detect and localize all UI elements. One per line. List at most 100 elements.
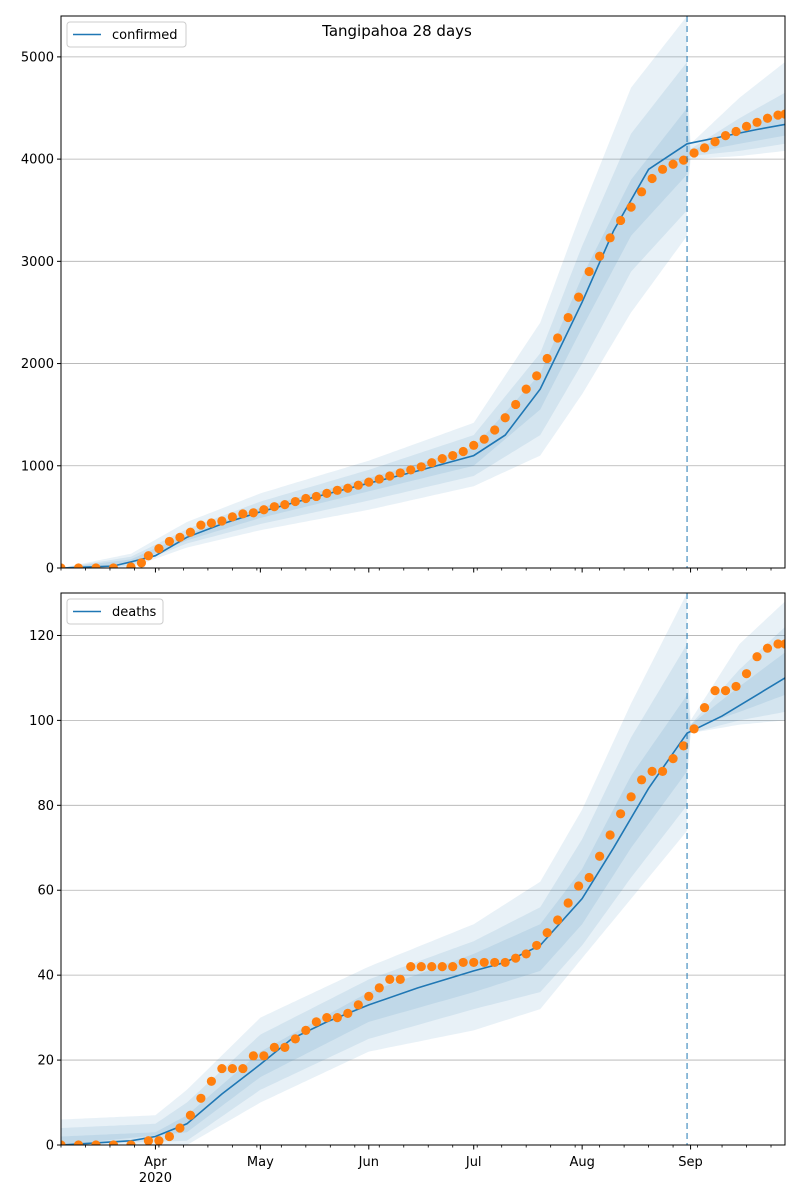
band-middle (61, 62, 688, 568)
observed-point (269, 1042, 279, 1052)
observed-point (780, 109, 785, 119)
y-tick-label: 0 (46, 1139, 54, 1154)
observed-point (154, 1136, 164, 1145)
y-tick-label: 120 (29, 629, 54, 644)
y-tick-label: 4000 (21, 153, 54, 168)
x-tick-label: Jul (465, 1155, 482, 1170)
observed-point (710, 137, 720, 147)
observed-point (636, 775, 647, 785)
band-middle (61, 644, 688, 1145)
observed-point (731, 681, 741, 692)
observed-point (689, 724, 699, 734)
observed-point (108, 1140, 119, 1145)
observed-point (395, 974, 405, 985)
observed-point (280, 1042, 290, 1052)
observed-point (521, 949, 531, 959)
observed-point (259, 505, 269, 515)
legend: deaths (66, 598, 164, 625)
observed-point (416, 962, 426, 972)
observed-point (91, 563, 101, 568)
observed-point (553, 333, 563, 343)
observed-point (91, 1140, 101, 1145)
observed-point (668, 754, 678, 764)
observed-point (500, 957, 510, 968)
observed-point (521, 384, 531, 394)
observed-point (616, 215, 626, 226)
observed-point (563, 898, 573, 908)
observed-point (374, 474, 384, 484)
observed-point (699, 143, 710, 153)
observed-point (164, 1131, 175, 1142)
observed-point (689, 148, 699, 158)
observed-point (636, 187, 647, 197)
observed-point (616, 809, 626, 819)
legend-label: confirmed (112, 28, 178, 43)
observed-point (595, 851, 605, 861)
observed-point (720, 131, 731, 141)
observed-point (710, 686, 720, 696)
observed-point (720, 686, 731, 696)
observed-point (626, 792, 636, 802)
observed-point (752, 652, 762, 662)
x-tick-label: Jun (358, 1155, 379, 1170)
observed-point (301, 1025, 311, 1035)
band-outer (61, 593, 688, 1145)
observed-point (311, 491, 321, 502)
observed-point (469, 957, 479, 968)
model-line (61, 677, 785, 1145)
observed-point (741, 121, 752, 131)
observed-point (553, 915, 563, 925)
observed-point (364, 991, 374, 1001)
x-tick-label: Sep (678, 1155, 703, 1170)
observed-point (238, 1063, 248, 1074)
observed-point (678, 155, 689, 165)
observed-point (437, 962, 447, 972)
observed-point (364, 477, 374, 487)
observed-point (427, 962, 437, 972)
observed-point (542, 928, 552, 938)
observed-point (469, 440, 479, 450)
observed-point (626, 202, 636, 212)
observed-point (773, 639, 783, 649)
observed-point (136, 558, 147, 568)
observed-point (322, 1013, 332, 1023)
observed-point (154, 543, 164, 554)
observed-point (448, 962, 458, 972)
y-tick-label: 100 (29, 714, 54, 729)
y-tick-label: 5000 (21, 50, 54, 65)
observed-point (657, 766, 668, 776)
observed-point (647, 766, 657, 776)
observed-point (458, 446, 468, 457)
observed-point (61, 563, 66, 568)
observed-point (353, 480, 363, 490)
observed-point (752, 117, 762, 127)
observed-point (773, 110, 783, 120)
observed-point (143, 551, 154, 561)
y-tick-label: 3000 (21, 255, 54, 270)
observed-point (479, 957, 489, 968)
observed-point (217, 1063, 227, 1074)
observed-point (61, 1140, 66, 1145)
observed-point (73, 563, 84, 568)
observed-point (259, 1051, 269, 1061)
observed-point (574, 881, 584, 891)
observed-point (248, 1051, 258, 1061)
observed-point (280, 500, 290, 510)
observed-point (448, 450, 458, 461)
observed-point (353, 1000, 363, 1010)
observed-point (458, 957, 468, 968)
observed-point (290, 496, 300, 507)
band-middle (687, 92, 785, 184)
observed-point (385, 974, 395, 985)
observed-point (206, 1076, 216, 1086)
observed-point (490, 957, 500, 968)
observed-point (437, 454, 447, 464)
observed-point (248, 508, 258, 518)
observed-point (762, 113, 773, 123)
legend-box (66, 598, 164, 625)
y-tick-label: 40 (37, 969, 54, 984)
observed-point (668, 159, 678, 169)
observed-point (406, 962, 416, 972)
